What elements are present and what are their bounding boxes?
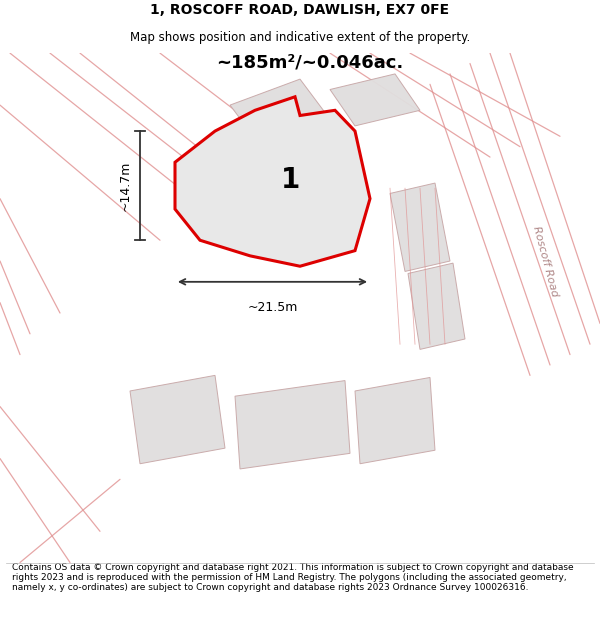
Polygon shape xyxy=(130,376,225,464)
Text: 1: 1 xyxy=(281,166,300,194)
Polygon shape xyxy=(230,79,335,152)
Polygon shape xyxy=(355,378,435,464)
Polygon shape xyxy=(235,381,350,469)
Text: ~14.7m: ~14.7m xyxy=(119,161,132,211)
Text: Roscoff Road: Roscoff Road xyxy=(531,224,559,298)
Polygon shape xyxy=(330,74,420,126)
Polygon shape xyxy=(390,183,450,271)
Text: Contains OS data © Crown copyright and database right 2021. This information is : Contains OS data © Crown copyright and d… xyxy=(12,562,574,592)
Text: Map shows position and indicative extent of the property.: Map shows position and indicative extent… xyxy=(130,31,470,44)
Polygon shape xyxy=(175,97,370,266)
Polygon shape xyxy=(408,263,465,349)
Text: ~21.5m: ~21.5m xyxy=(247,301,298,314)
Text: ~185m²/~0.046ac.: ~185m²/~0.046ac. xyxy=(217,54,404,72)
Text: 1, ROSCOFF ROAD, DAWLISH, EX7 0FE: 1, ROSCOFF ROAD, DAWLISH, EX7 0FE xyxy=(151,2,449,17)
